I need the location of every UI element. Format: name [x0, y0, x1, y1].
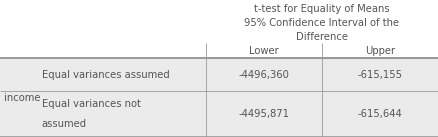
Text: Equal variances assumed: Equal variances assumed: [42, 70, 170, 80]
Text: 95% Confidence Interval of the: 95% Confidence Interval of the: [244, 18, 399, 28]
Text: -4495,871: -4495,871: [238, 109, 290, 119]
Text: Upper: Upper: [365, 46, 395, 56]
Text: Equal variances not: Equal variances not: [42, 99, 141, 109]
Text: Lower: Lower: [249, 46, 279, 56]
Text: -4496,360: -4496,360: [238, 70, 290, 80]
Text: income: income: [4, 93, 41, 103]
Text: -615,644: -615,644: [357, 109, 403, 119]
Bar: [0, 91, 438, 137]
Bar: [0, 58, 438, 91]
Text: Difference: Difference: [296, 32, 348, 42]
Text: assumed: assumed: [42, 119, 87, 129]
Text: t-test for Equality of Means: t-test for Equality of Means: [254, 4, 390, 14]
Text: -615,155: -615,155: [357, 70, 403, 80]
